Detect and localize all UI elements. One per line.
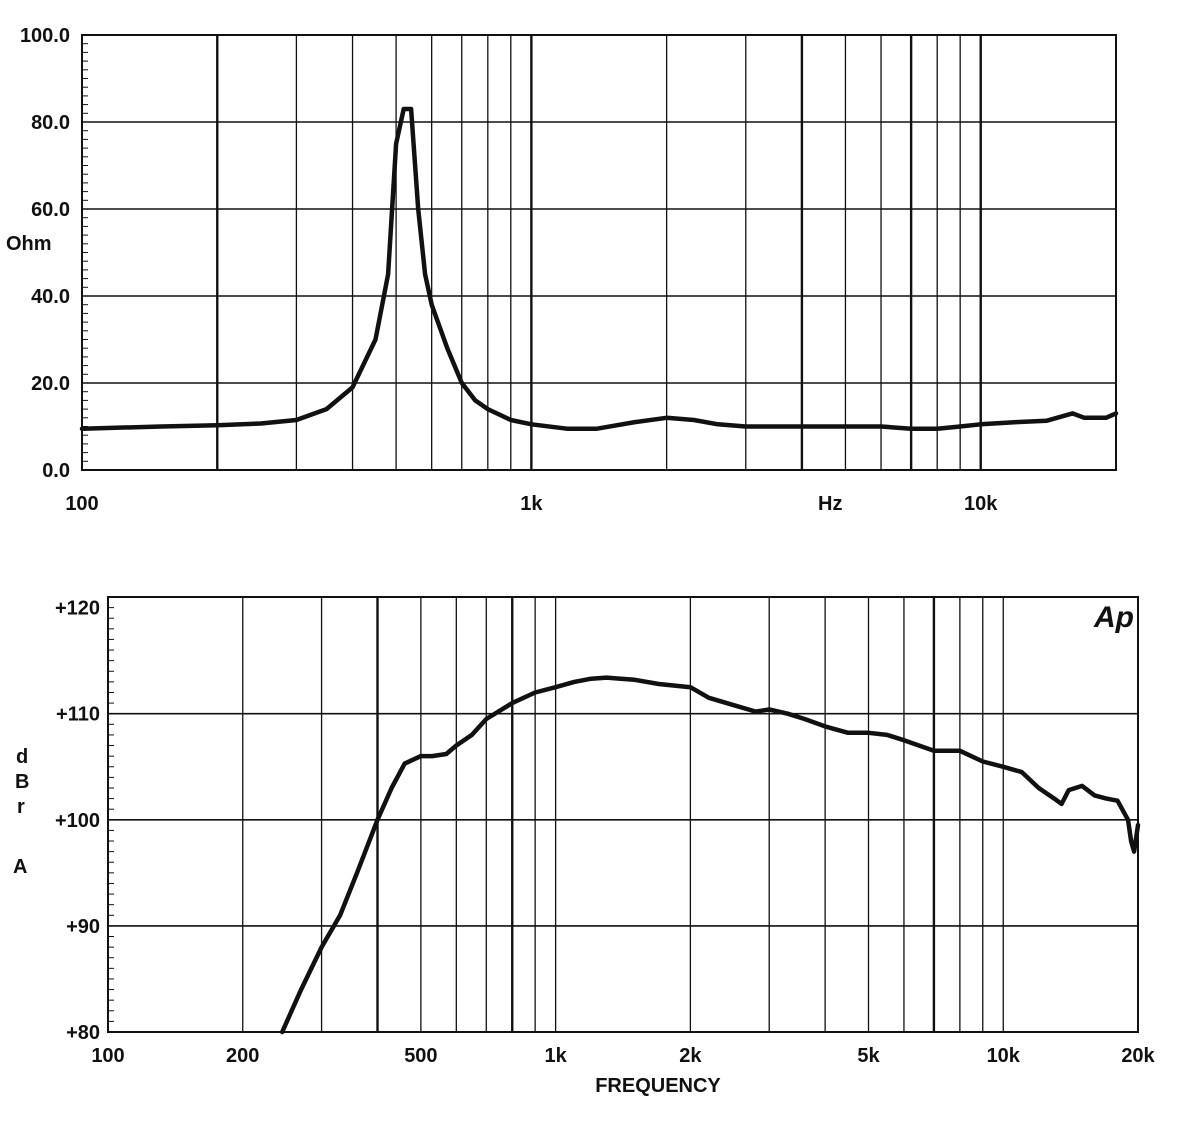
spl-grid bbox=[108, 597, 1138, 1032]
impedance-y-tick-label: 20.0 bbox=[31, 373, 70, 395]
ap-logo: Ap bbox=[1093, 601, 1134, 634]
spl-curve bbox=[279, 675, 1141, 1035]
spl-x-tick-labels: 100 200 500 1k 2k 5k 10k 20k bbox=[91, 1045, 1155, 1067]
spl-y-tick-label: +120 bbox=[55, 598, 100, 620]
impedance-x-tick-label: 100 bbox=[65, 493, 98, 515]
impedance-y-tick-label: 40.0 bbox=[31, 286, 70, 308]
spl-y-label-letter-r: r bbox=[17, 796, 25, 818]
impedance-y-tick-label: 100.0 bbox=[20, 25, 70, 47]
impedance-x-tick-label: 10k bbox=[964, 493, 998, 515]
impedance-y-tick-label: 60.0 bbox=[31, 199, 70, 221]
impedance-plot-frame bbox=[81, 34, 1117, 471]
spl-chart: +80 +90 +100 +110 +120 100 200 500 1k 2k 5k 10k 20k… bbox=[13, 596, 1156, 1097]
spl-y-label-letter-a: A bbox=[13, 856, 27, 878]
spl-x-tick-label: 5k bbox=[857, 1045, 880, 1067]
impedance-curve bbox=[79, 106, 1119, 431]
impedance-x-tick-labels: 100 1k 10k bbox=[65, 493, 998, 515]
impedance-x-unit-label: Hz bbox=[818, 493, 842, 515]
spl-x-axis-label: FREQUENCY bbox=[595, 1075, 721, 1097]
spl-x-tick-label: 1k bbox=[545, 1045, 568, 1067]
spl-y-tick-label: +100 bbox=[55, 810, 100, 832]
spl-x-tick-label: 100 bbox=[91, 1045, 124, 1067]
impedance-y-axis-label: Ohm bbox=[6, 233, 52, 255]
spl-y-tick-label: +80 bbox=[66, 1022, 100, 1044]
spl-y-tick-labels: +80 +90 +100 +110 +120 bbox=[55, 598, 100, 1044]
impedance-y-tick-label: 80.0 bbox=[31, 112, 70, 134]
impedance-chart: 0.0 20.0 40.0 60.0 80.0 100.0 100 1k 10k Ohm Hz bbox=[6, 25, 1119, 515]
spl-y-tick-label: +110 bbox=[56, 704, 100, 726]
spl-y-label-letter-d: d bbox=[16, 746, 28, 768]
spl-x-tick-label: 10k bbox=[987, 1045, 1021, 1067]
spl-x-tick-label: 2k bbox=[679, 1045, 702, 1067]
impedance-y-tick-labels: 0.0 20.0 40.0 60.0 80.0 100.0 bbox=[20, 25, 70, 482]
spl-y-label-letter-b: B bbox=[15, 771, 29, 793]
spl-x-tick-label: 200 bbox=[226, 1045, 259, 1067]
spl-x-tick-label: 500 bbox=[404, 1045, 437, 1067]
spl-x-tick-label: 20k bbox=[1121, 1045, 1155, 1067]
spl-plot-frame bbox=[107, 596, 1139, 1033]
impedance-grid bbox=[82, 35, 1116, 470]
impedance-x-tick-label: 1k bbox=[520, 493, 543, 515]
impedance-y-tick-label: 0.0 bbox=[42, 460, 70, 482]
spl-y-tick-label: +90 bbox=[66, 916, 100, 938]
